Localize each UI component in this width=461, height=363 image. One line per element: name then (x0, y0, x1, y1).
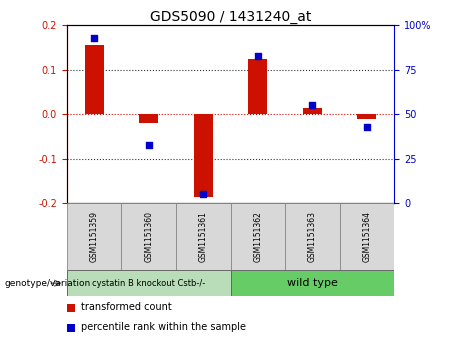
Text: GSM1151362: GSM1151362 (253, 211, 262, 262)
Text: genotype/variation: genotype/variation (5, 279, 91, 287)
Bar (357, 114, 377, 119)
Text: GSM1151361: GSM1151361 (199, 211, 208, 262)
Bar (67, 203, 121, 270)
Text: percentile rank within the sample: percentile rank within the sample (81, 322, 246, 332)
Bar (230, 203, 285, 270)
Text: GSM1151359: GSM1151359 (89, 211, 99, 262)
Text: wild type: wild type (287, 278, 338, 288)
Text: transformed count: transformed count (81, 302, 171, 312)
Bar (121, 203, 176, 270)
Bar (194, 114, 213, 197)
Point (254, 53, 261, 58)
Bar (84, 45, 104, 114)
Point (145, 142, 152, 147)
Bar (303, 108, 322, 114)
Text: GSM1151363: GSM1151363 (308, 211, 317, 262)
Text: GSM1151360: GSM1151360 (144, 211, 153, 262)
Point (363, 124, 371, 130)
Bar (248, 59, 267, 114)
Bar (67, 270, 230, 296)
Text: cystatin B knockout Cstb-/-: cystatin B knockout Cstb-/- (92, 279, 205, 287)
Bar (67, 324, 75, 332)
Bar (176, 203, 230, 270)
Bar (340, 203, 394, 270)
Bar (285, 203, 340, 270)
Bar (139, 114, 158, 123)
Bar (67, 304, 75, 312)
Point (308, 102, 316, 108)
Bar (230, 270, 394, 296)
Text: GSM1151364: GSM1151364 (362, 211, 372, 262)
Point (200, 192, 207, 197)
Title: GDS5090 / 1431240_at: GDS5090 / 1431240_at (150, 11, 311, 24)
Point (90, 35, 98, 41)
